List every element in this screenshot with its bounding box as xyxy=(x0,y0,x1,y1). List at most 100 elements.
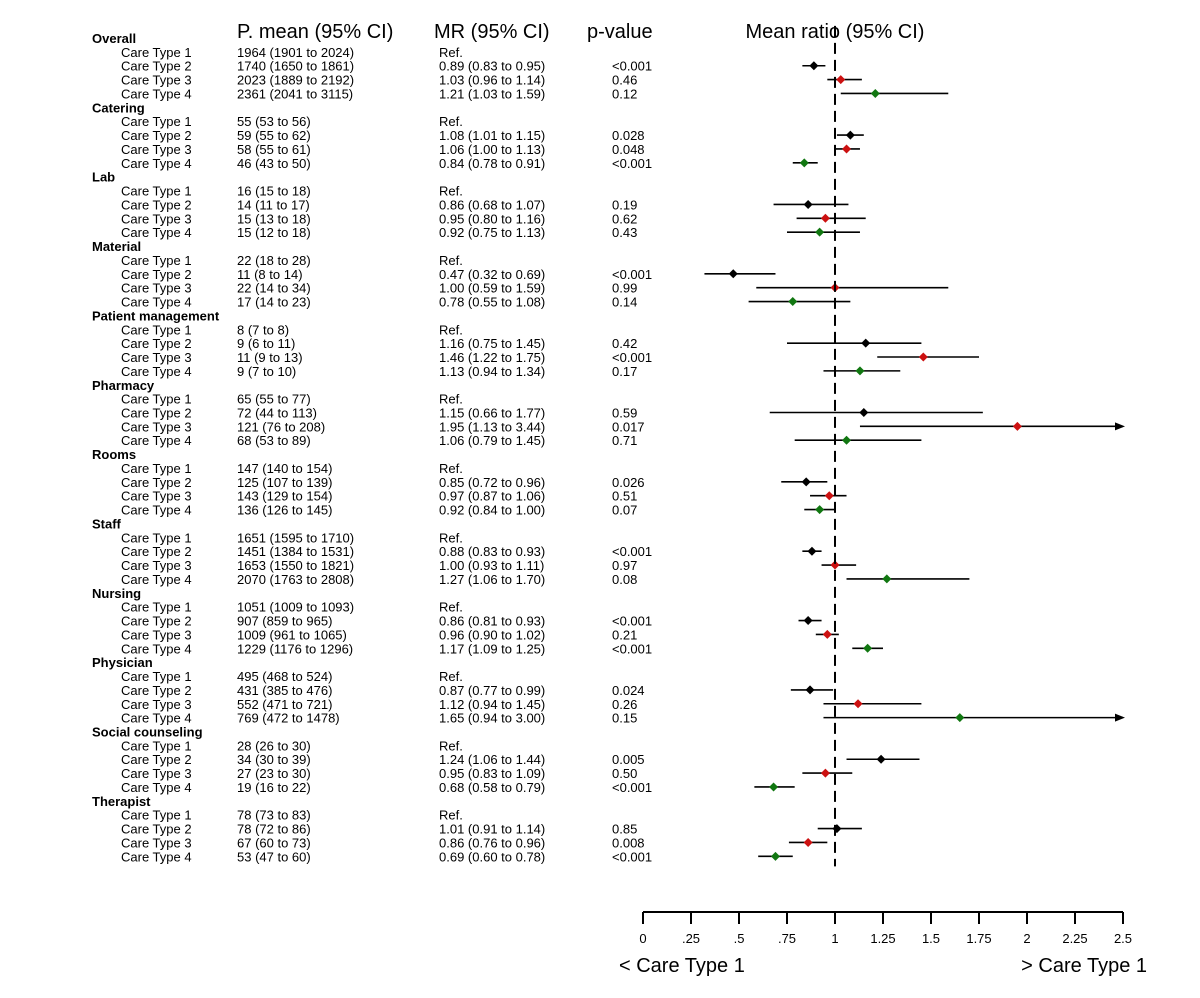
pmean-value: 1964 (1901 to 2024) xyxy=(237,45,354,60)
estimate-marker xyxy=(803,616,813,626)
row-label: Care Type 4 xyxy=(121,86,192,101)
header-pmean: P. mean (95% CI) xyxy=(237,21,393,43)
mr-value: Ref. xyxy=(439,253,463,268)
row-label: Care Type 1 xyxy=(121,808,192,823)
p-value: <0.001 xyxy=(612,59,652,74)
pmean-value: 27 (23 to 30) xyxy=(237,766,311,781)
row-label: Care Type 3 xyxy=(121,766,192,781)
p-value: <0.001 xyxy=(612,614,652,629)
p-value: 0.12 xyxy=(612,86,637,101)
row-label: Care Type 3 xyxy=(121,489,192,504)
row-label: Care Type 4 xyxy=(121,849,192,864)
mr-value: 1.13 (0.94 to 1.34) xyxy=(439,364,545,379)
p-value: 0.17 xyxy=(612,364,637,379)
p-value: 0.85 xyxy=(612,822,637,837)
p-value: <0.001 xyxy=(612,641,652,656)
row-label: Care Type 3 xyxy=(121,142,192,157)
mr-value: 0.47 (0.32 to 0.69) xyxy=(439,267,545,282)
pmean-value: 1651 (1595 to 1710) xyxy=(237,530,354,545)
estimate-marker xyxy=(807,546,817,556)
p-value: 0.50 xyxy=(612,766,637,781)
estimate-marker xyxy=(801,477,811,487)
pmean-value: 1051 (1009 to 1093) xyxy=(237,600,354,615)
direction-label-left: < Care Type 1 xyxy=(619,955,745,977)
row-label: Care Type 1 xyxy=(121,669,192,684)
p-value: 0.62 xyxy=(612,211,637,226)
row-label: Care Type 2 xyxy=(121,128,192,143)
estimate-marker xyxy=(815,227,825,237)
row-label: Care Type 4 xyxy=(121,295,192,310)
estimate-marker xyxy=(861,338,871,348)
pmean-value: 59 (55 to 62) xyxy=(237,128,311,143)
p-value: 0.71 xyxy=(612,433,637,448)
row-label: Care Type 4 xyxy=(121,503,192,518)
mr-value: 0.86 (0.76 to 0.96) xyxy=(439,835,545,850)
pmean-value: 11 (8 to 14) xyxy=(237,267,303,282)
x-tick-label: 1.25 xyxy=(870,931,895,946)
mr-value: Ref. xyxy=(439,669,463,684)
mr-value: 0.96 (0.90 to 1.02) xyxy=(439,627,545,642)
estimate-marker xyxy=(728,269,738,279)
mr-value: 1.06 (0.79 to 1.45) xyxy=(439,433,545,448)
estimate-marker xyxy=(842,144,852,154)
row-label: Care Type 1 xyxy=(121,392,192,407)
x-tick-label: 1 xyxy=(831,931,838,946)
row-label: Care Type 1 xyxy=(121,322,192,337)
mr-value: 1.08 (1.01 to 1.15) xyxy=(439,128,545,143)
pmean-value: 1229 (1176 to 1296) xyxy=(237,641,353,656)
group-label: Staff xyxy=(92,516,122,531)
mr-value: Ref. xyxy=(439,530,463,545)
estimate-marker xyxy=(769,782,779,792)
pmean-value: 1740 (1650 to 1861) xyxy=(237,59,354,74)
x-axis: 0 .25 .5 .75 1 1.25 1.5 1.75 2 2.25 2.5 xyxy=(639,911,1132,946)
pmean-value: 9 (6 to 11) xyxy=(237,336,295,351)
mr-value: 0.84 (0.78 to 0.91) xyxy=(439,156,545,171)
mr-value: Ref. xyxy=(439,322,463,337)
row-label: Care Type 2 xyxy=(121,197,192,212)
p-value: <0.001 xyxy=(612,780,652,795)
pmean-value: 9 (7 to 10) xyxy=(237,364,296,379)
pmean-value: 121 (76 to 208) xyxy=(237,419,325,434)
pmean-value: 19 (16 to 22) xyxy=(237,780,311,795)
pmean-value: 136 (126 to 145) xyxy=(237,503,332,518)
pmean-value: 53 (47 to 60) xyxy=(237,849,311,864)
estimate-marker xyxy=(1012,421,1022,431)
estimate-marker xyxy=(855,366,865,376)
p-value: 0.026 xyxy=(612,475,645,490)
group-label: Patient management xyxy=(92,308,220,323)
row-label: Care Type 1 xyxy=(121,461,192,476)
mr-value: 1.03 (0.96 to 1.14) xyxy=(439,73,545,88)
row-label: Care Type 2 xyxy=(121,544,192,559)
row-label: Care Type 4 xyxy=(121,641,192,656)
pmean-value: 65 (55 to 77) xyxy=(237,392,311,407)
row-label: Care Type 3 xyxy=(121,627,192,642)
p-value: <0.001 xyxy=(612,350,652,365)
estimate-marker xyxy=(820,768,830,778)
p-value: 0.97 xyxy=(612,558,637,573)
row-label: Care Type 1 xyxy=(121,253,192,268)
pmean-value: 15 (13 to 18) xyxy=(237,211,311,226)
mr-value: 0.88 (0.83 to 0.93) xyxy=(439,544,545,559)
ci-arrow xyxy=(1115,713,1125,722)
pmean-value: 78 (72 to 86) xyxy=(237,822,311,837)
p-value: <0.001 xyxy=(612,544,652,559)
p-value: 0.19 xyxy=(612,197,637,212)
row-label: Care Type 3 xyxy=(121,835,192,850)
row-label: Care Type 3 xyxy=(121,697,192,712)
x-tick-label: 1.5 xyxy=(922,931,940,946)
group-label: Catering xyxy=(92,100,145,115)
mr-value: 1.46 (1.22 to 1.75) xyxy=(439,350,545,365)
group-label: Social counseling xyxy=(92,725,203,740)
row-label: Care Type 3 xyxy=(121,419,192,434)
x-tick-label: 1.75 xyxy=(966,931,991,946)
mr-value: 0.86 (0.68 to 1.07) xyxy=(439,197,545,212)
mr-value: 0.68 (0.58 to 0.79) xyxy=(439,780,545,795)
mr-value: 1.95 (1.13 to 3.44) xyxy=(439,419,545,434)
estimate-marker xyxy=(805,685,815,695)
row-label: Care Type 4 xyxy=(121,364,192,379)
estimate-marker xyxy=(832,824,842,834)
estimate-marker xyxy=(815,505,825,515)
mr-value: 0.86 (0.81 to 0.93) xyxy=(439,614,545,629)
x-tick-label: .5 xyxy=(734,931,745,946)
x-tick-label: 2.25 xyxy=(1062,931,1087,946)
